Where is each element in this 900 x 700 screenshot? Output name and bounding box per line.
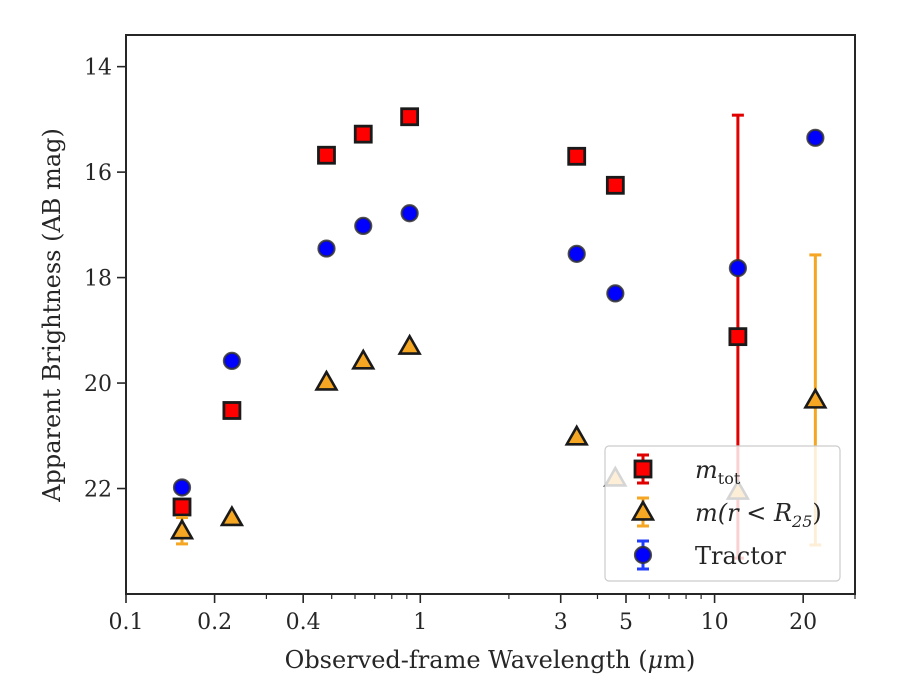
data-point xyxy=(605,175,625,195)
data-point xyxy=(172,478,192,497)
data-point xyxy=(803,387,828,409)
series-layer xyxy=(169,107,828,560)
legend-label: mtot xyxy=(695,456,741,488)
legend-entry-mtot: mtot xyxy=(633,453,741,488)
x-tick-label: 1 xyxy=(413,610,427,635)
data-point xyxy=(353,124,373,144)
data-point xyxy=(400,107,420,127)
legend-marker xyxy=(633,545,653,565)
x-tick-label: 0.2 xyxy=(197,610,232,635)
data-point xyxy=(169,518,195,540)
x-axis-label: Observed-frame Wavelength (μm) xyxy=(285,646,696,674)
x-tick-label: 10 xyxy=(701,610,729,635)
x-tick-label: 5 xyxy=(619,610,633,635)
legend-label: m(r < R25) xyxy=(695,499,822,531)
plot-frame xyxy=(125,34,856,595)
y-tick-label: 20 xyxy=(84,372,112,397)
data-point xyxy=(314,369,339,391)
legend-box xyxy=(604,445,841,582)
y-tick-label: 16 xyxy=(84,161,112,186)
legend-marker xyxy=(633,459,653,479)
data-point xyxy=(219,504,245,527)
data-point xyxy=(567,244,586,263)
data-point xyxy=(606,284,625,303)
data-point xyxy=(567,146,587,166)
legend-entry-tractor: Tractor xyxy=(633,539,786,571)
y-axis: 14 16 18 20 22 xyxy=(84,56,126,503)
y-tick-label: 22 xyxy=(84,478,112,503)
data-point xyxy=(806,128,825,147)
y-axis-label: Apparent Brightness (AB mag) xyxy=(38,128,66,503)
data-point xyxy=(354,216,373,236)
data-point xyxy=(564,424,589,446)
data-point xyxy=(317,239,336,258)
x-tick-label: 0.4 xyxy=(286,610,321,635)
legend-entry-mr25: m(r < R25) xyxy=(630,496,822,531)
data-point xyxy=(397,333,422,355)
data-point xyxy=(172,497,192,517)
data-point xyxy=(728,327,748,347)
legend-marker xyxy=(630,499,656,521)
y-tick-label: 14 xyxy=(84,56,112,81)
legend: mtot m(r < R25) Tractor xyxy=(604,445,841,582)
y-tick-label: 18 xyxy=(84,267,112,292)
x-axis: 0.1 0.2 0.4 1 3 5 10 20 xyxy=(109,594,856,635)
legend-label: Tractor xyxy=(695,542,786,570)
data-point xyxy=(222,401,242,420)
x-tick-label: 20 xyxy=(789,610,817,635)
x-tick-label: 0.1 xyxy=(109,610,144,635)
data-point xyxy=(728,258,747,278)
data-point xyxy=(317,145,336,165)
series-tractor xyxy=(172,128,825,497)
x-axis-label-part: m) xyxy=(663,646,695,674)
x-axis-label-part: Observed-frame Wavelength ( xyxy=(285,646,648,674)
x-axis-label-mu: μ xyxy=(648,646,664,674)
data-point xyxy=(222,351,241,371)
x-tick-label: 3 xyxy=(554,610,568,635)
data-point xyxy=(400,204,419,223)
data-point xyxy=(351,348,376,370)
